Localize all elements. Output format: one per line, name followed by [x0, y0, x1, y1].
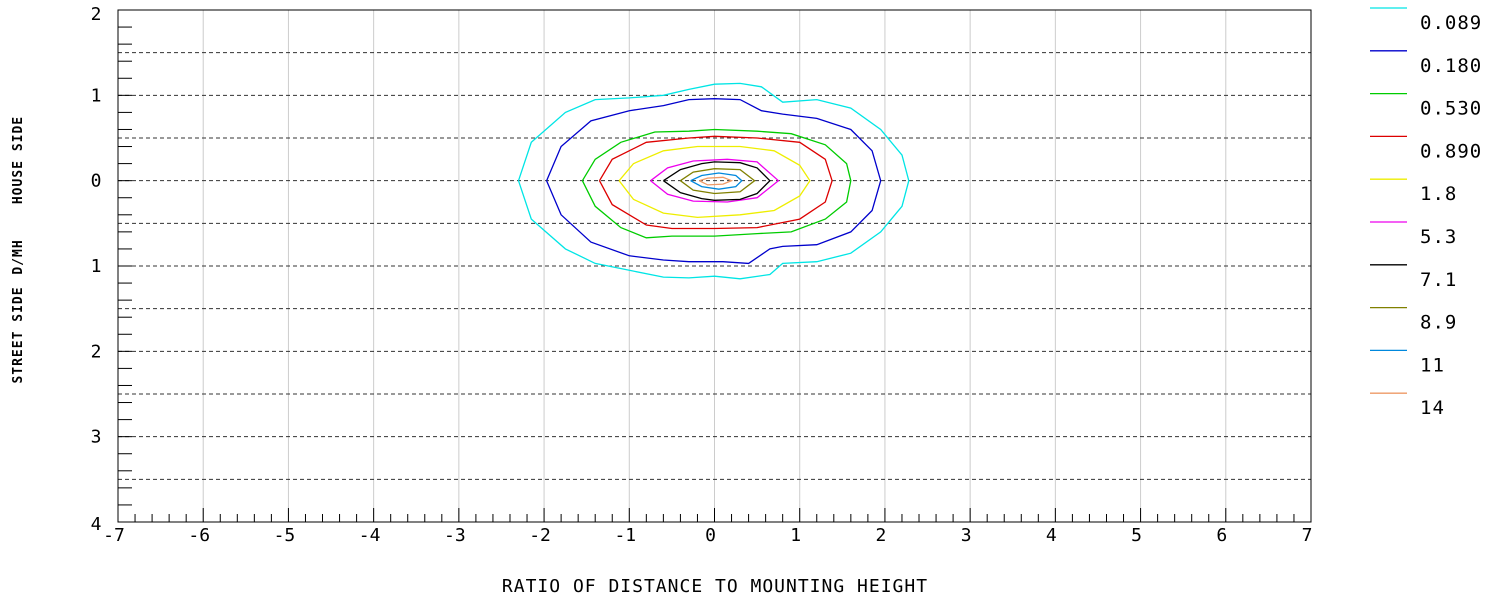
- legend-label-7.1: 7.1: [1420, 269, 1457, 291]
- x-tick-label: 7: [1302, 525, 1313, 546]
- x-tick-label: -1: [614, 525, 636, 546]
- y-axis-title-dmh: D/MH: [11, 239, 26, 274]
- label-layer: -7 -6 -5 -4 -3 -2 -1 0 1 2 3 4 5 6 7 2 1 0 1 2 3 4: [91, 4, 1313, 546]
- x-tick-label: -2: [529, 525, 551, 546]
- contour-line-0.890: [598, 135, 833, 230]
- y-axis-title-house: HOUSE SIDE: [11, 116, 26, 204]
- x-axis-title: RATIO OF DISTANCE TO MOUNTING HEIGHT: [502, 576, 928, 597]
- y-tick-label: 1: [91, 256, 102, 277]
- contour-line-7.1: [663, 161, 771, 201]
- y-tick-label: 3: [91, 427, 102, 448]
- grid-layer: [118, 10, 1311, 522]
- x-tick-label: -6: [188, 525, 210, 546]
- tick-layer: [117, 9, 1312, 523]
- legend-label-5.3: 5.3: [1420, 226, 1457, 248]
- y-tick-label: 1: [91, 85, 102, 106]
- x-tick-label: 2: [876, 525, 887, 546]
- x-tick-label: 3: [961, 525, 972, 546]
- x-tick-label: 1: [790, 525, 801, 546]
- legend: 0.089 0.180 0.530 0.890 1.8 5.3 7.1 8.9 11 14: [1370, 7, 1482, 419]
- contour-line-0.530: [581, 128, 852, 239]
- x-tick-label: -4: [359, 525, 381, 546]
- y-tick-label: 2: [91, 341, 102, 362]
- legend-label-14: 14: [1420, 397, 1445, 419]
- x-tick-label: 0: [705, 525, 716, 546]
- legend-label-11: 11: [1420, 354, 1445, 376]
- x-tick-label: -3: [444, 525, 466, 546]
- legend-label-0.180: 0.180: [1420, 55, 1482, 77]
- series-layer: [517, 82, 910, 280]
- legend-label-0.530: 0.530: [1420, 98, 1482, 120]
- y-tick-label: 4: [91, 514, 102, 535]
- contour-line-11: [690, 172, 743, 190]
- y-tick-label: 2: [91, 4, 102, 25]
- y-axis-title-street: STREET SIDE: [11, 286, 26, 383]
- contour-line-0.089: [517, 82, 910, 280]
- legend-label-1.8: 1.8: [1420, 183, 1457, 205]
- x-tick-label: 5: [1131, 525, 1142, 546]
- contour-line-8.9: [680, 168, 756, 195]
- legend-label-8.9: 8.9: [1420, 312, 1457, 334]
- x-tick-label: -7: [103, 525, 125, 546]
- contour-line-1.8: [618, 145, 811, 219]
- legend-label-0.089: 0.089: [1420, 12, 1482, 34]
- contour-line-5.3: [650, 158, 780, 203]
- legend-label-0.890: 0.890: [1420, 140, 1482, 162]
- contour-line-14: [698, 176, 734, 186]
- x-tick-label: 4: [1046, 525, 1057, 546]
- contour-line-0.180: [546, 98, 882, 265]
- x-tick-label: 6: [1216, 525, 1227, 546]
- x-tick-label: -5: [274, 525, 296, 546]
- y-tick-label: 0: [91, 171, 102, 192]
